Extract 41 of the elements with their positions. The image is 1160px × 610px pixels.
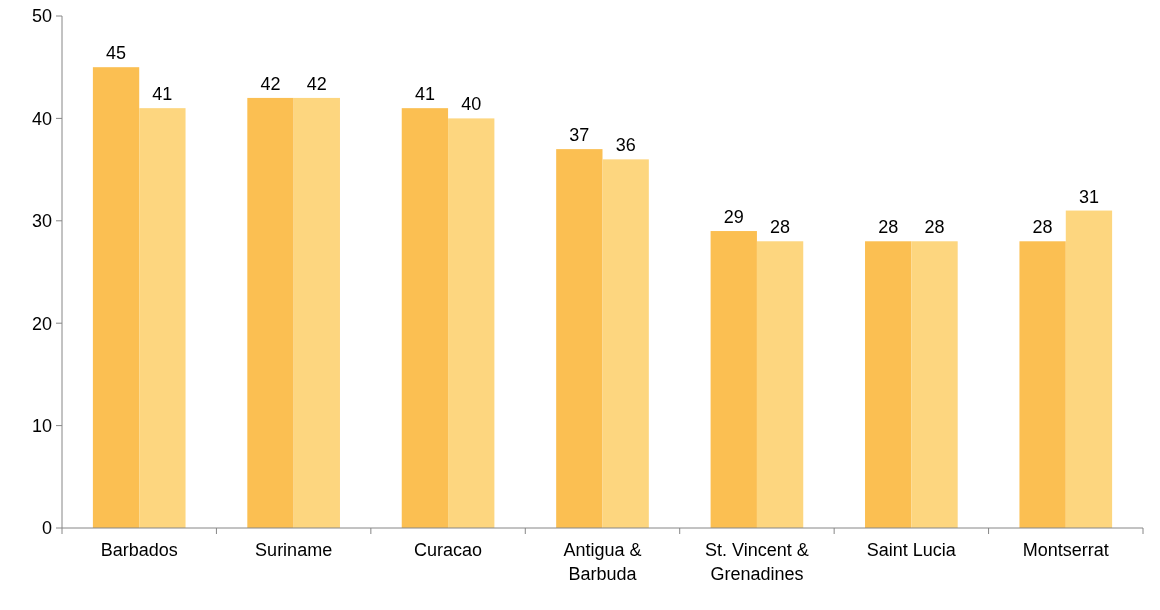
bar (448, 118, 495, 528)
data-label: 28 (878, 217, 899, 238)
data-label: 45 (106, 43, 127, 64)
bar (756, 241, 804, 528)
x-tick-label: Saint Lucia (866, 540, 957, 560)
data-label: 36 (615, 135, 636, 156)
bar (865, 241, 912, 528)
bar (247, 97, 294, 528)
data-label: 41 (414, 84, 435, 105)
y-tick-label: 10 (31, 415, 52, 436)
bar (710, 231, 757, 528)
data-label: 42 (306, 73, 327, 94)
y-tick-label: 30 (31, 211, 52, 232)
y-tick-label: 40 (31, 108, 52, 129)
data-label: 37 (569, 125, 590, 146)
data-label: 42 (260, 73, 281, 94)
y-tick-label: 20 (31, 313, 52, 334)
y-tick-label: 0 (41, 518, 52, 539)
data-label: 28 (924, 217, 945, 238)
bar (139, 108, 186, 528)
x-tick-label: Suriname (255, 540, 333, 560)
x-tick-label: Antigua & Barbuda (563, 540, 642, 584)
data-label: 29 (723, 207, 744, 228)
data-label: 40 (461, 94, 482, 115)
x-tick-label: Barbados (100, 540, 178, 560)
bar (556, 149, 603, 528)
x-tick-label: Montserrat (1022, 540, 1109, 560)
bar (911, 241, 958, 528)
bar (602, 159, 649, 528)
bar (293, 97, 340, 528)
bar (401, 108, 449, 528)
data-label: 31 (1078, 186, 1099, 207)
data-label: 41 (152, 84, 173, 105)
data-label: 28 (770, 217, 791, 238)
x-tick-label: St. Vincent & Grenadines (705, 540, 809, 584)
bar (1019, 241, 1066, 528)
bar (1065, 210, 1113, 528)
data-label: 28 (1032, 217, 1053, 238)
y-tick-label: 50 (31, 6, 52, 27)
bar (92, 67, 140, 528)
x-tick-label: Curacao (414, 540, 483, 560)
